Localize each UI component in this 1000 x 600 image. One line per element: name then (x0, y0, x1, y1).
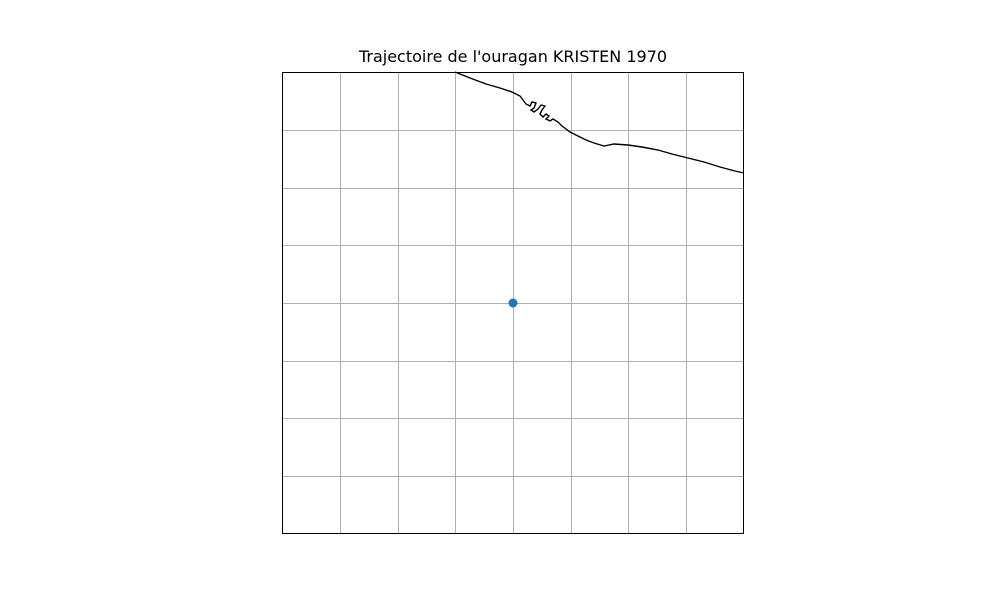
map-title: Trajectoire de l'ouragan KRISTEN 1970 (358, 47, 668, 66)
hurricane-track (508, 298, 518, 308)
map-axes (282, 71, 745, 534)
map-frame (282, 72, 744, 534)
track-point (508, 298, 518, 308)
coastline (454, 71, 745, 174)
